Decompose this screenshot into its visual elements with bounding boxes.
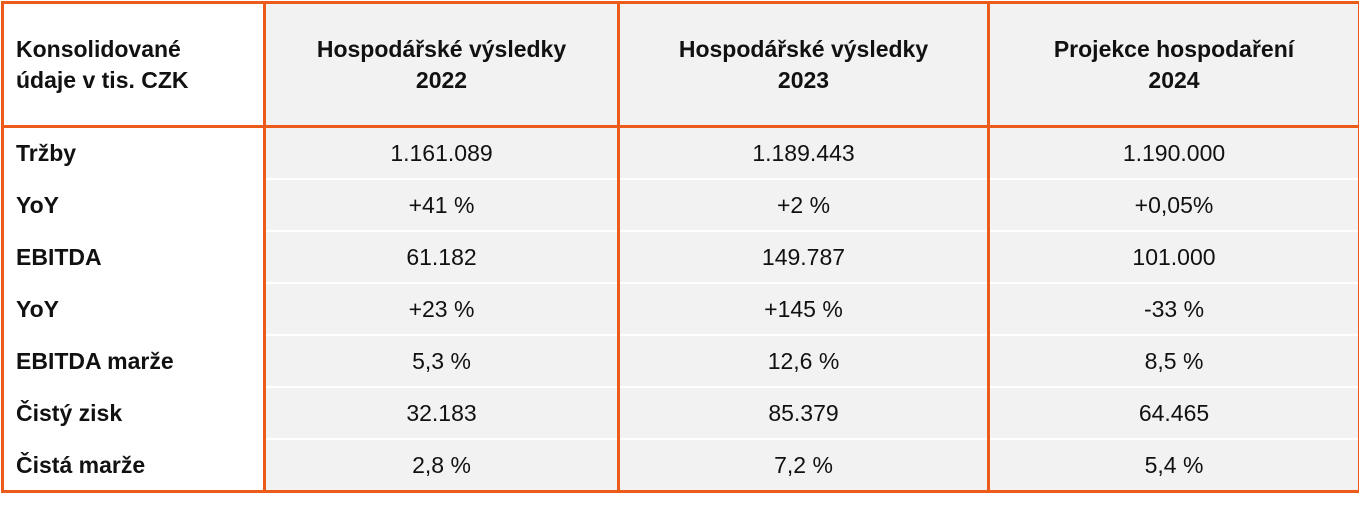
- table-cell: 7,2 %: [617, 438, 990, 493]
- header-label-line2: údaje v tis. CZK: [16, 66, 189, 93]
- header-column-2024: Projekce hospodaření 2024: [987, 1, 1359, 128]
- table-cell: 1.161.089: [263, 125, 620, 180]
- header-label-line1: Konsolidované: [16, 35, 181, 62]
- header-column-year: 2023: [777, 66, 830, 93]
- table-cell: 61.182: [263, 230, 620, 284]
- header-column-title: Hospodářské výsledky: [678, 35, 929, 62]
- row-label: EBITDA: [1, 230, 266, 284]
- table-row: EBITDA 61.182 149.787 101.000: [1, 230, 1359, 284]
- table-cell: 101.000: [987, 230, 1359, 284]
- header-column-2023: Hospodářské výsledky 2023: [617, 1, 990, 128]
- table-cell: 5,4 %: [987, 438, 1359, 493]
- table-cell: +0,05%: [987, 178, 1359, 232]
- table-cell: +2 %: [617, 178, 990, 232]
- header-column-title: Projekce hospodaření: [1053, 35, 1295, 62]
- table-cell: +23 %: [263, 282, 620, 336]
- row-label: YoY: [1, 282, 266, 336]
- table-cell: +41 %: [263, 178, 620, 232]
- row-label: YoY: [1, 178, 266, 232]
- table-cell: 5,3 %: [263, 334, 620, 388]
- table-row: Čistá marže 2,8 % 7,2 % 5,4 %: [1, 438, 1359, 493]
- row-label: Čistý zisk: [1, 386, 266, 440]
- table-cell: 1.189.443: [617, 125, 990, 180]
- table-body: Tržby 1.161.089 1.189.443 1.190.000 YoY …: [1, 125, 1359, 493]
- header-label-cell: Konsolidované údaje v tis. CZK: [1, 1, 266, 128]
- table-row: Tržby 1.161.089 1.189.443 1.190.000: [1, 125, 1359, 180]
- financial-results-table: Konsolidované údaje v tis. CZK Hospodářs…: [1, 1, 1359, 493]
- row-label: Čistá marže: [1, 438, 266, 493]
- table-cell: 8,5 %: [987, 334, 1359, 388]
- header-column-year: 2022: [415, 66, 468, 93]
- table-cell: 1.190.000: [987, 125, 1359, 180]
- table-row: EBITDA marže 5,3 % 12,6 % 8,5 %: [1, 334, 1359, 388]
- header-column-title: Hospodářské výsledky: [316, 35, 567, 62]
- table-cell: 149.787: [617, 230, 990, 284]
- table-cell: 32.183: [263, 386, 620, 440]
- table-cell: 64.465: [987, 386, 1359, 440]
- table-cell: 85.379: [617, 386, 990, 440]
- table-header: Konsolidované údaje v tis. CZK Hospodářs…: [1, 1, 1359, 128]
- row-label: Tržby: [1, 125, 266, 180]
- table-row: YoY +23 % +145 % -33 %: [1, 282, 1359, 336]
- table-row: Čistý zisk 32.183 85.379 64.465: [1, 386, 1359, 440]
- row-label: EBITDA marže: [1, 334, 266, 388]
- table-cell: +145 %: [617, 282, 990, 336]
- table-cell: -33 %: [987, 282, 1359, 336]
- table-cell: 2,8 %: [263, 438, 620, 493]
- header-row: Konsolidované údaje v tis. CZK Hospodářs…: [1, 1, 1359, 128]
- header-column-2022: Hospodářské výsledky 2022: [263, 1, 620, 128]
- table-cell: 12,6 %: [617, 334, 990, 388]
- header-column-year: 2024: [1148, 66, 1200, 93]
- table-row: YoY +41 % +2 % +0,05%: [1, 178, 1359, 232]
